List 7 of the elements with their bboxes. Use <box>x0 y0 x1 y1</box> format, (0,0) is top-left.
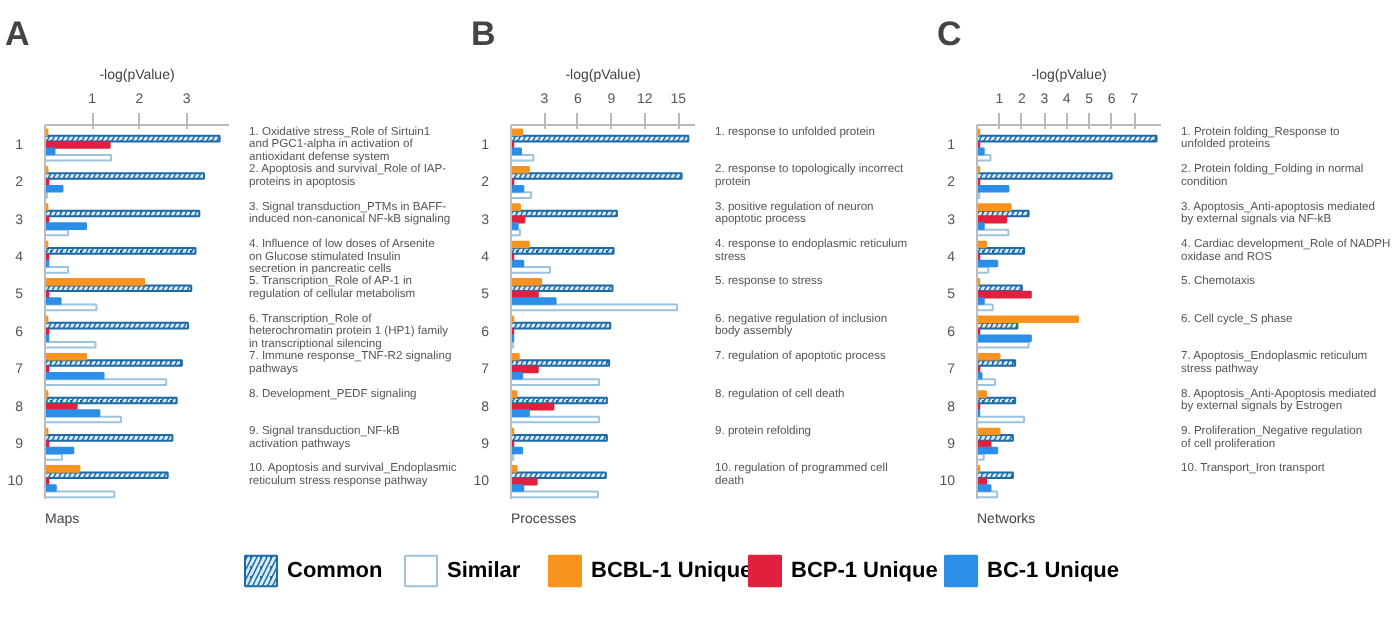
chart-title: A <box>5 15 30 53</box>
legend-label: Similar <box>447 559 522 583</box>
chart-title: B <box>471 15 496 53</box>
legend-label: BC-1 Unique <box>987 559 1119 583</box>
legend-label: Common <box>287 559 383 583</box>
chart-title: C <box>937 15 962 53</box>
legend-label: BCP-1 Unique <box>791 559 938 583</box>
